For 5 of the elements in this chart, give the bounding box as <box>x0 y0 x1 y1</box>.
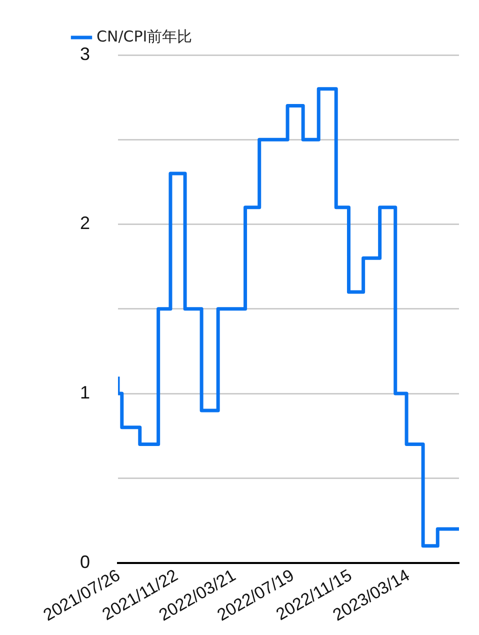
y-tick-label: 2 <box>80 213 90 234</box>
y-tick-label: 1 <box>80 382 90 402</box>
y-tick-label: 3 <box>80 44 90 64</box>
y-tick-label: 0 <box>80 552 90 572</box>
legend-label: CN/CPI前年比 <box>96 27 192 46</box>
